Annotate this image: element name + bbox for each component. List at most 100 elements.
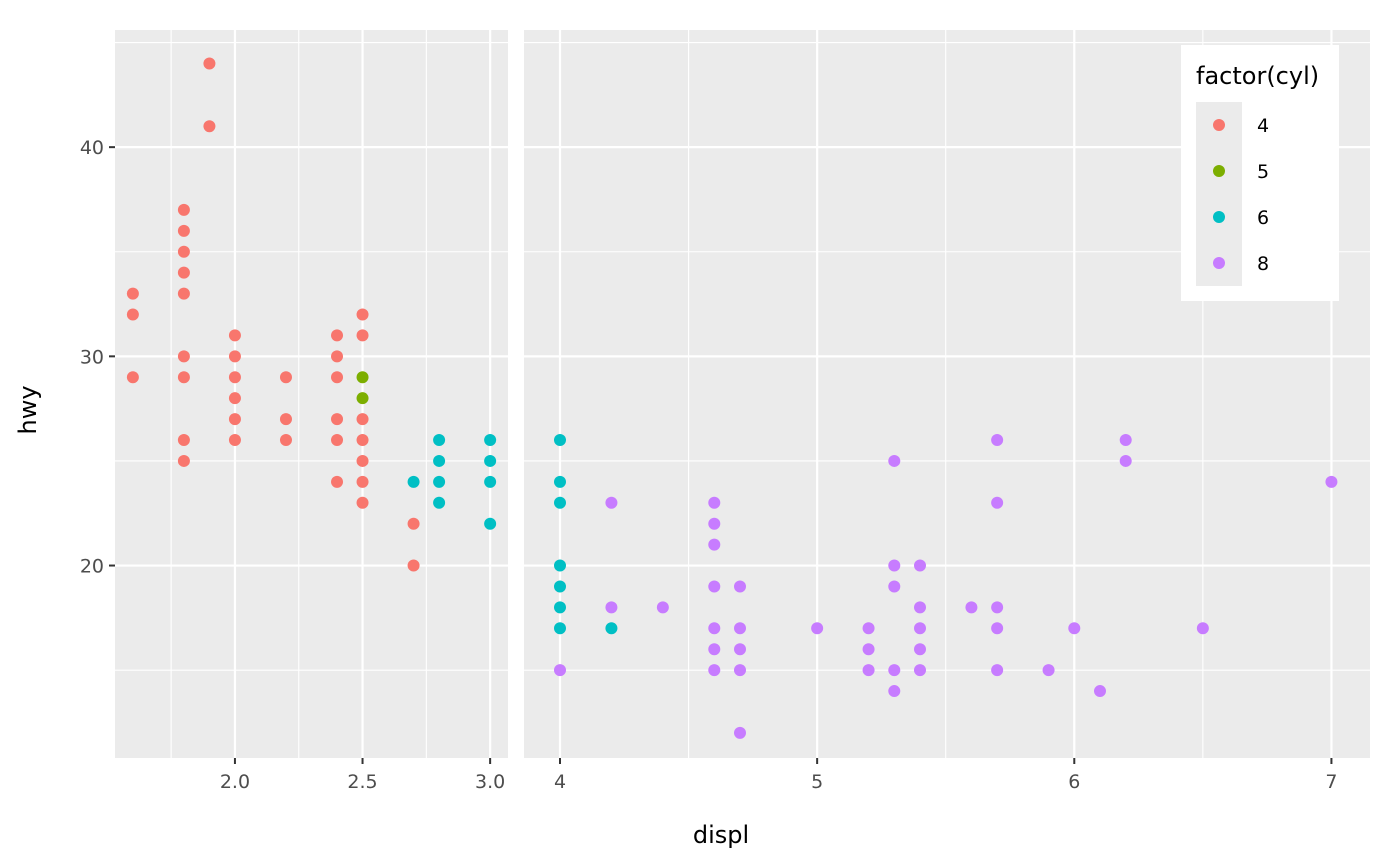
data-point: [356, 329, 369, 342]
data-point: [991, 664, 1004, 677]
data-point: [862, 622, 875, 635]
data-point: [356, 413, 369, 426]
data-point: [177, 454, 190, 467]
data-point: [554, 559, 566, 572]
x-tick-label: 6: [1068, 771, 1080, 793]
panel-background: [115, 30, 508, 758]
y-tick-label: 40: [80, 137, 104, 159]
data-point: [279, 413, 292, 426]
data-point: [1119, 454, 1132, 467]
legend-key: [1213, 119, 1225, 131]
data-point: [484, 454, 497, 467]
legend-label: 5: [1257, 161, 1269, 183]
data-point: [203, 120, 216, 133]
data-point: [991, 496, 1004, 509]
data-point: [407, 559, 420, 572]
data-point: [331, 434, 344, 447]
data-point: [177, 350, 190, 363]
data-point: [914, 664, 926, 677]
data-point: [356, 392, 369, 405]
data-point: [991, 622, 1004, 635]
data-point: [708, 496, 721, 509]
legend-label: 8: [1257, 253, 1269, 275]
y-tick-label: 30: [80, 346, 104, 368]
data-point: [1094, 685, 1106, 698]
data-point: [356, 496, 369, 509]
x-tick-label: 2.0: [220, 771, 250, 793]
data-point: [862, 664, 875, 677]
data-point: [708, 580, 721, 593]
legend-title: factor(cyl): [1196, 62, 1319, 90]
data-point: [1196, 622, 1209, 635]
data-point: [656, 601, 669, 614]
data-point: [734, 664, 746, 677]
data-point: [228, 434, 241, 447]
x-tick-label: 3.0: [475, 771, 505, 793]
data-point: [888, 664, 901, 677]
data-point: [228, 329, 241, 342]
data-point: [605, 601, 618, 614]
data-point: [708, 517, 721, 530]
data-point: [279, 371, 292, 384]
data-point: [177, 224, 190, 237]
data-point: [356, 371, 369, 384]
data-point: [331, 413, 344, 426]
y-axis: 20 30 40: [80, 137, 115, 578]
data-point: [356, 454, 369, 467]
data-point: [554, 475, 566, 488]
data-point: [888, 580, 901, 593]
legend-key: [1213, 211, 1225, 223]
data-point: [331, 329, 344, 342]
data-point: [177, 434, 190, 447]
data-point: [734, 580, 746, 593]
data-point: [203, 57, 216, 70]
panel-left: [115, 30, 508, 758]
data-point: [228, 392, 241, 405]
data-point: [126, 287, 139, 300]
legend-key-background: [1196, 102, 1242, 286]
x-tick-label: 5: [811, 771, 823, 793]
x-tick-label: 2.5: [347, 771, 377, 793]
data-point: [407, 517, 420, 530]
x-tick-label: 7: [1325, 771, 1337, 793]
data-point: [484, 434, 497, 447]
data-point: [433, 454, 446, 467]
data-point: [433, 496, 446, 509]
data-point: [708, 664, 721, 677]
data-point: [888, 454, 901, 467]
data-point: [708, 643, 721, 656]
data-point: [177, 203, 190, 216]
legend-key: [1213, 165, 1225, 177]
data-point: [331, 475, 344, 488]
data-point: [708, 538, 721, 551]
data-point: [965, 601, 978, 614]
data-point: [433, 475, 446, 488]
legend-label: 4: [1257, 115, 1269, 137]
y-axis-title: hwy: [14, 385, 42, 434]
data-point: [991, 434, 1004, 447]
data-point: [433, 434, 446, 447]
data-point: [279, 434, 292, 447]
data-point: [888, 685, 901, 698]
data-point: [708, 622, 721, 635]
data-point: [1325, 475, 1338, 488]
data-point: [991, 601, 1004, 614]
data-point: [1119, 434, 1132, 447]
data-point: [228, 371, 241, 384]
data-point: [331, 371, 344, 384]
data-point: [605, 622, 618, 635]
data-point: [331, 350, 344, 363]
data-point: [862, 643, 875, 656]
data-point: [177, 371, 190, 384]
data-point: [126, 308, 139, 321]
legend: factor(cyl) 4 5 6 8: [1181, 45, 1339, 301]
data-point: [888, 559, 901, 572]
data-point: [177, 287, 190, 300]
legend-key: [1213, 257, 1225, 269]
data-point: [734, 622, 746, 635]
data-point: [356, 434, 369, 447]
x-axis: 2.0 2.5 3.0 4 5 6 7: [220, 758, 1337, 793]
data-point: [554, 580, 566, 593]
data-point: [914, 601, 926, 614]
